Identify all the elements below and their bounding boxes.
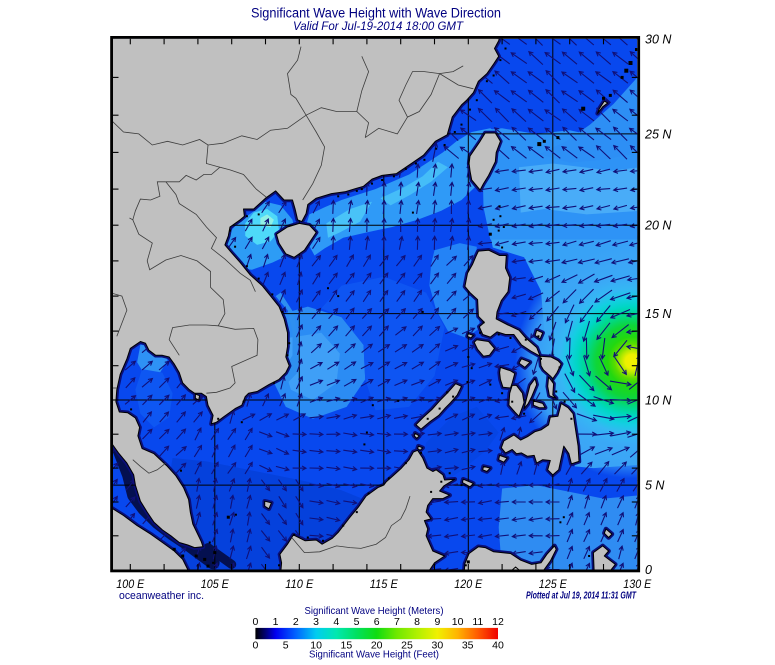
svg-text:20 N: 20 N: [644, 219, 672, 233]
svg-text:8: 8: [414, 616, 420, 628]
svg-text:20: 20: [371, 640, 383, 652]
svg-text:105 E: 105 E: [201, 577, 230, 591]
svg-text:130 E: 130 E: [623, 577, 652, 591]
svg-text:25: 25: [401, 640, 413, 652]
svg-text:0: 0: [252, 616, 258, 628]
svg-text:Plotted at Jul 19, 2014 11:31: Plotted at Jul 19, 2014 11:31 GMT: [526, 591, 637, 602]
svg-text:10 N: 10 N: [645, 394, 672, 408]
svg-text:Valid For Jul-19-2014 18:00 GM: Valid For Jul-19-2014 18:00 GMT: [293, 19, 465, 33]
svg-text:3: 3: [313, 616, 319, 628]
svg-text:15 N: 15 N: [645, 307, 672, 321]
svg-text:2: 2: [293, 616, 299, 628]
svg-text:120 E: 120 E: [454, 577, 483, 591]
svg-text:10: 10: [452, 616, 464, 628]
svg-text:1: 1: [273, 616, 279, 628]
svg-text:35: 35: [462, 640, 474, 652]
svg-text:30 N: 30 N: [645, 32, 672, 46]
svg-text:4: 4: [333, 616, 339, 628]
svg-text:9: 9: [434, 616, 440, 628]
svg-text:25 N: 25 N: [644, 127, 672, 141]
svg-text:5: 5: [354, 616, 360, 628]
svg-text:5 N: 5 N: [645, 479, 665, 493]
svg-text:15: 15: [341, 640, 353, 652]
svg-text:125 E: 125 E: [539, 577, 568, 591]
svg-text:6: 6: [374, 616, 380, 628]
svg-text:110 E: 110 E: [285, 577, 314, 591]
svg-text:12: 12: [492, 616, 504, 628]
svg-text:115 E: 115 E: [370, 577, 399, 591]
svg-text:100 E: 100 E: [116, 577, 145, 591]
svg-text:5: 5: [283, 640, 289, 652]
svg-text:7: 7: [394, 616, 400, 628]
svg-text:0: 0: [645, 563, 652, 577]
svg-text:Significant Wave Height (Meter: Significant Wave Height (Meters): [305, 605, 444, 617]
svg-text:Significant Wave Height (Feet): Significant Wave Height (Feet): [309, 649, 439, 661]
svg-text:oceanweather inc.: oceanweather inc.: [119, 590, 204, 602]
svg-text:10: 10: [310, 640, 322, 652]
svg-text:40: 40: [492, 640, 504, 652]
svg-text:30: 30: [432, 640, 444, 652]
svg-text:Significant Wave Height with W: Significant Wave Height with Wave Direct…: [251, 6, 501, 21]
svg-text:0: 0: [252, 640, 258, 652]
svg-text:11: 11: [472, 616, 483, 628]
